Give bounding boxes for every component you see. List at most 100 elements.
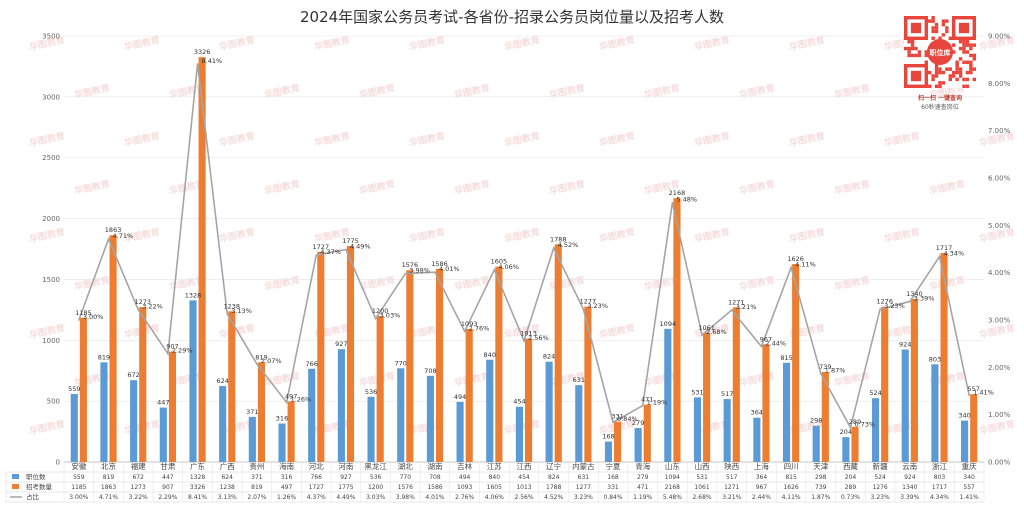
data-label-applicants: 1717 — [936, 244, 953, 252]
category-label: 广东 — [190, 461, 205, 471]
bar-positions — [248, 416, 256, 462]
data-label-positions: 924 — [899, 341, 911, 349]
table-cell: 1586 — [427, 484, 442, 491]
bar-positions — [456, 401, 464, 462]
data-label-ratio: 3.22% — [142, 303, 163, 311]
bar-applicants — [703, 332, 711, 462]
data-label-positions: 840 — [484, 351, 496, 359]
table-cell: 3.13% — [218, 494, 237, 501]
qr-module — [934, 64, 939, 68]
bar-applicants — [228, 311, 236, 462]
chart-title: 2024年国家公务员考试-各省份-招录公务员岗位量以及招考人数 — [299, 8, 724, 26]
qr-module — [907, 53, 911, 58]
data-label-applicants: 289 — [849, 418, 861, 426]
qr-module — [958, 70, 963, 75]
line-point — [167, 352, 169, 355]
bar-positions — [812, 425, 820, 462]
bar-positions — [723, 399, 731, 462]
data-label-applicants: 3326 — [194, 48, 211, 56]
data-label-positions: 624 — [216, 377, 228, 385]
qr-module — [938, 70, 942, 75]
bar-applicants — [732, 307, 740, 462]
watermark-text: 华图教育 — [693, 34, 731, 53]
bar-applicants — [317, 251, 325, 462]
bar-applicants — [257, 362, 266, 462]
table-cell: 8.41% — [188, 494, 207, 501]
qr-module — [914, 53, 918, 58]
qr-module — [934, 70, 939, 75]
watermark-text: 华图教育 — [358, 178, 396, 197]
watermark-text: 华图教育 — [833, 178, 871, 197]
data-label-applicants: 1863 — [105, 226, 122, 234]
category-label: 西藏 — [843, 461, 858, 471]
table-cell: 631 — [578, 474, 590, 481]
watermark-text: 华图教育 — [883, 226, 921, 245]
watermark-text: 华图教育 — [313, 130, 351, 149]
table-cell: 3326 — [190, 484, 205, 491]
qr-module — [972, 67, 976, 71]
data-label-applicants: 907 — [166, 343, 178, 351]
qr-module — [969, 43, 973, 47]
table-cell: 624 — [221, 474, 233, 481]
y2-tick-label: 9.00% — [988, 33, 1011, 41]
data-label-ratio: 3.13% — [231, 307, 252, 315]
qr-module — [962, 84, 966, 88]
watermark-text: 华图教育 — [408, 226, 446, 245]
qr-module — [958, 40, 963, 44]
table-cell: 454 — [518, 474, 530, 481]
category-label: 重庆 — [962, 461, 977, 471]
data-label-positions: 803 — [929, 355, 941, 363]
data-label-ratio: 2.07% — [261, 357, 282, 365]
watermark-text: 华图教育 — [453, 82, 491, 101]
qr-module — [969, 64, 973, 68]
table-cell: 2.76% — [455, 494, 474, 501]
table-cell: 1093 — [457, 484, 472, 491]
data-label-positions: 824 — [543, 353, 555, 361]
qr-module — [965, 43, 970, 47]
bar-positions — [397, 368, 405, 462]
category-label: 河北 — [309, 462, 324, 471]
table-cell: 1775 — [338, 484, 353, 491]
data-label-positions: 559 — [68, 385, 80, 393]
category-label: 四川 — [784, 462, 799, 471]
watermark-text: 华图教育 — [928, 178, 966, 197]
qr-module — [962, 43, 966, 47]
data-label-applicants: 1788 — [550, 235, 567, 243]
qr-module — [934, 22, 939, 27]
y-tick-label: 2500 — [42, 154, 60, 162]
watermark-text: 华图教育 — [408, 34, 446, 53]
data-label-positions: 371 — [246, 408, 258, 416]
line-point — [78, 319, 80, 321]
category-label: 湖南 — [427, 461, 442, 471]
qr-badge-label: 职位库 — [930, 48, 951, 57]
qr-module — [955, 77, 959, 82]
qr-module — [931, 19, 935, 23]
watermark-text: 华图教育 — [978, 322, 1016, 341]
table-cell: 1727 — [309, 484, 324, 491]
bar-applicants — [762, 344, 770, 462]
bar-positions — [130, 380, 138, 462]
data-label-applicants: 1340 — [906, 290, 923, 298]
qr-module — [934, 84, 939, 88]
y2-tick-label: 5.00% — [988, 222, 1011, 230]
qr-module — [934, 74, 939, 78]
table-cell: 4.34% — [930, 494, 949, 501]
qr-module — [955, 60, 959, 64]
line-point — [226, 313, 229, 315]
bar-positions — [753, 417, 761, 462]
data-label-positions: 536 — [365, 388, 377, 396]
table-cell: 4.52% — [544, 494, 563, 501]
qr-module — [965, 70, 970, 75]
watermark-text: 华图教育 — [693, 130, 731, 149]
data-label-applicants: 1271 — [728, 298, 745, 306]
bar-positions — [782, 362, 791, 462]
data-label-positions: 168 — [602, 433, 614, 441]
qr-module — [934, 26, 939, 30]
watermark-text: 华图教育 — [598, 322, 636, 341]
data-label-ratio: 5.48% — [676, 196, 697, 204]
line-point — [107, 238, 110, 240]
qr-module — [924, 53, 928, 58]
line-point — [463, 330, 466, 333]
